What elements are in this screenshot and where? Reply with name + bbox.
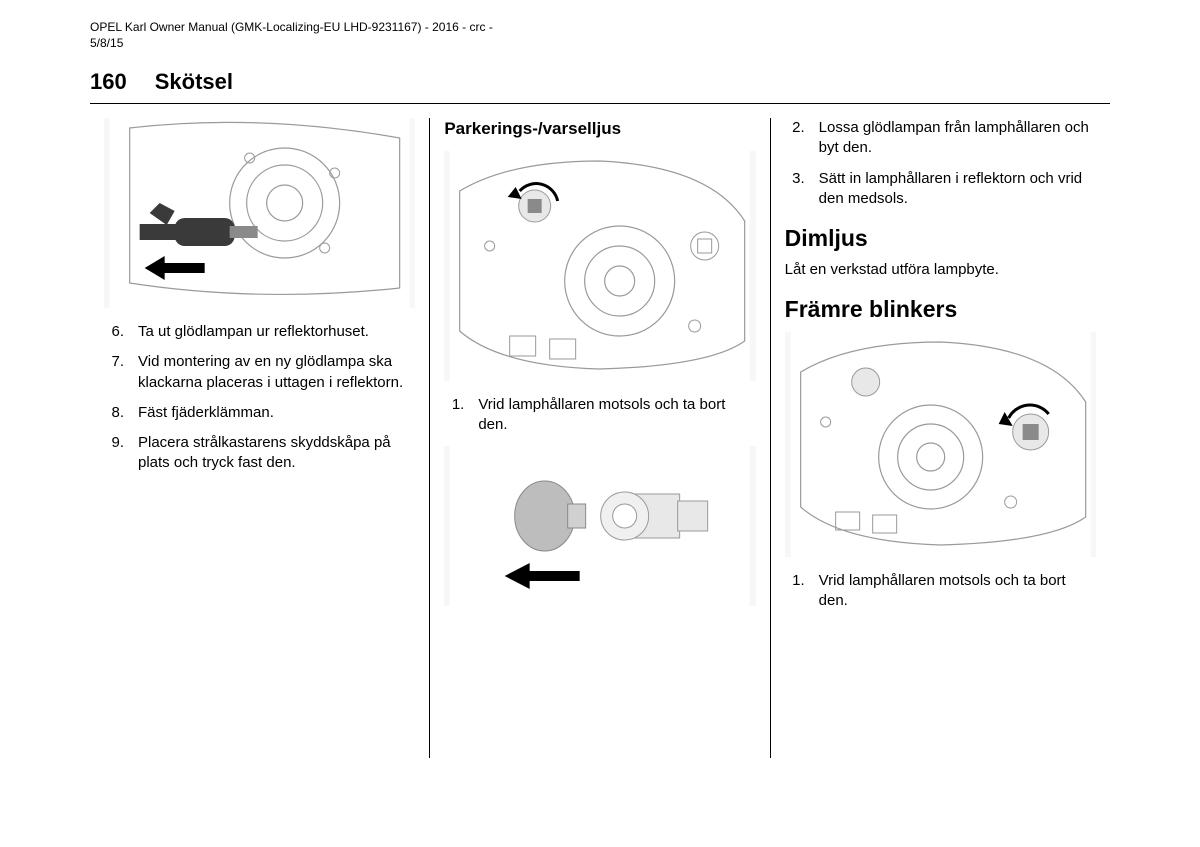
list-item: 1. Vrid lamphållaren motsols och ta bort… [444,395,755,436]
step-number: 2. [785,118,805,159]
step-text: Vid montering av en ny glödlampa ska kla… [138,352,415,393]
figure-bulb-remove-svg [104,118,415,308]
step-number: 6. [104,322,124,342]
step-text: Lossa glödlampan från lamphållaren och b… [819,118,1096,159]
list-item: 7. Vid montering av en ny glödlampa ska … [104,352,415,393]
figure-headlamp-svg-1 [444,151,755,381]
heading-dimljus: Dimljus [785,223,1096,254]
col1-steps: 6. Ta ut glödlampan ur reflektor­huset. … [104,322,415,474]
step-number: 8. [104,403,124,423]
page-title-row: 160 Skötsel [90,69,1110,95]
heading-parking-light: Parkerings-/varselljus [444,118,755,141]
step-text: Fäst fjäderklämman. [138,403,274,423]
running-header-line2: 5/8/15 [90,36,123,50]
running-header: OPEL Karl Owner Manual (GMK-Localizing-E… [90,20,1110,51]
figure-headlamp-assembly-1 [444,151,755,381]
col3-step-bottom: 1. Vrid lamphållaren motsols och ta bort… [785,571,1096,612]
step-text: Sätt in lamphållaren i reflektorn och vr… [819,169,1096,210]
step-number: 1. [444,395,464,436]
dim-text: Låt en verkstad utföra lampbyte. [785,260,1096,280]
list-item: 9. Placera strålkastarens skydds­kåpa på… [104,433,415,474]
column-3: 2. Lossa glödlampan från lamphållaren oc… [770,118,1110,758]
chapter-title: Skötsel [155,69,233,95]
step-number: 3. [785,169,805,210]
title-rule [90,103,1110,104]
column-1: 6. Ta ut glödlampan ur reflektor­huset. … [90,118,429,758]
columns: 6. Ta ut glödlampan ur reflektor­huset. … [90,118,1110,758]
list-item: 1. Vrid lamphållaren motsols och ta bort… [785,571,1096,612]
running-header-line1: OPEL Karl Owner Manual (GMK-Localizing-E… [90,20,493,34]
list-item: 3. Sätt in lamphållaren i reflektorn och… [785,169,1096,210]
figure-bulb-holder-svg [444,446,755,606]
step-text: Placera strålkastarens skydds­kåpa på pl… [138,433,415,474]
list-item: 6. Ta ut glödlampan ur reflektor­huset. [104,322,415,342]
step-number: 9. [104,433,124,474]
list-item: 8. Fäst fjäderklämman. [104,403,415,423]
heading-blinkers: Främre blinkers [785,294,1096,325]
figure-bulb-remove [104,118,415,308]
page-root: OPEL Karl Owner Manual (GMK-Localizing-E… [0,0,1200,847]
page-number: 160 [90,69,127,95]
step-text: Vrid lamphållaren motsols och ta bort de… [819,571,1096,612]
col2-step1: 1. Vrid lamphållaren motsols och ta bort… [444,395,755,436]
step-number: 7. [104,352,124,393]
figure-headlamp-svg-2 [785,332,1096,557]
figure-bulb-holder [444,446,755,606]
step-text: Ta ut glödlampan ur reflektor­huset. [138,322,369,342]
figure-headlamp-assembly-2 [785,332,1096,557]
column-2: Parkerings-/varselljus [429,118,769,758]
step-number: 1. [785,571,805,612]
col3-steps-top: 2. Lossa glödlampan från lamphållaren oc… [785,118,1096,209]
list-item: 2. Lossa glödlampan från lamphållaren oc… [785,118,1096,159]
step-text: Vrid lamphållaren motsols och ta bort de… [478,395,755,436]
